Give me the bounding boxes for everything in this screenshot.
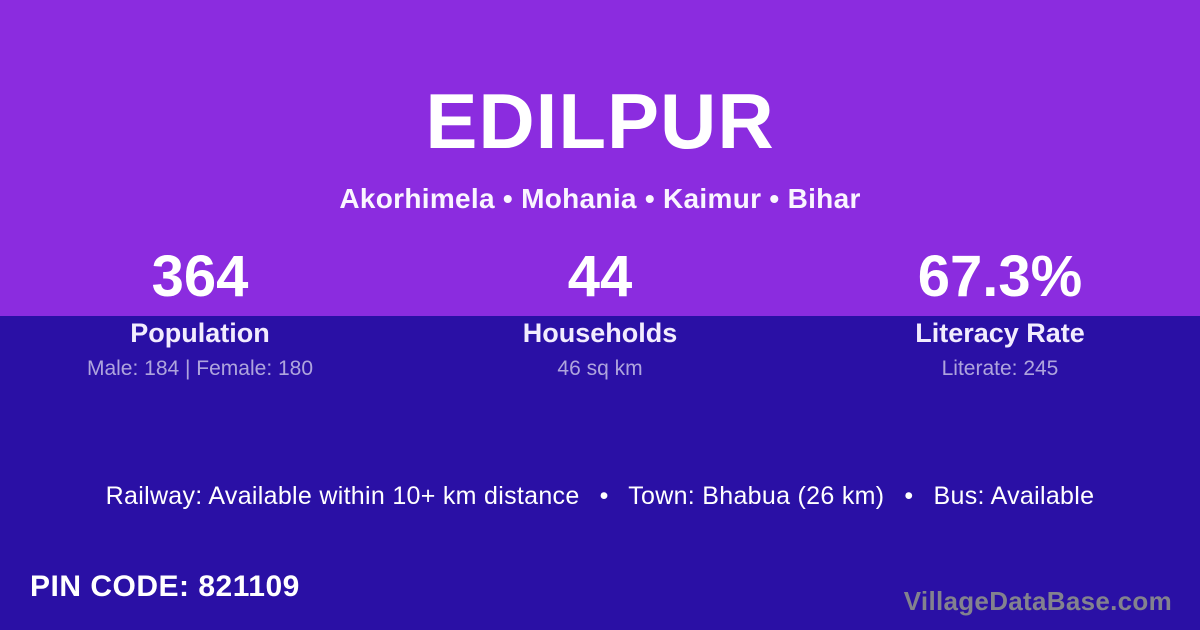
stats-row: 364 Population Male: 184 | Female: 180 4… bbox=[0, 246, 1200, 381]
stat-literacy: 67.3% Literacy Rate Literate: 245 bbox=[800, 246, 1200, 381]
literacy-label: Literacy Rate bbox=[915, 318, 1085, 348]
literacy-value: 67.3% bbox=[917, 244, 1083, 309]
households-label: Households bbox=[522, 318, 678, 348]
area-note: 46 sq km bbox=[557, 357, 643, 380]
population-label: Population bbox=[130, 318, 270, 348]
households-value: 44 bbox=[567, 244, 633, 309]
site-watermark: VillageDataBase.com bbox=[903, 586, 1172, 616]
pin-code: PIN CODE: 821109 bbox=[30, 570, 300, 604]
hero-section: EDILPUR Akorhimela • Mohania • Kaimur • … bbox=[0, 0, 1200, 316]
stat-population: 364 Population Male: 184 | Female: 180 bbox=[0, 246, 400, 381]
population-value: 364 bbox=[151, 244, 249, 309]
transport-summary: Railway: Available within 10+ km distanc… bbox=[105, 482, 1095, 510]
breadcrumb: Akorhimela • Mohania • Kaimur • Bihar bbox=[339, 183, 861, 214]
population-breakdown: Male: 184 | Female: 180 bbox=[86, 357, 314, 380]
pin-code-value: 821109 bbox=[198, 570, 300, 603]
literate-count: Literate: 245 bbox=[941, 357, 1059, 380]
village-title: EDILPUR bbox=[425, 77, 775, 165]
pin-code-label: PIN CODE: bbox=[30, 570, 190, 603]
stat-households: 44 Households 46 sq km bbox=[400, 246, 800, 381]
